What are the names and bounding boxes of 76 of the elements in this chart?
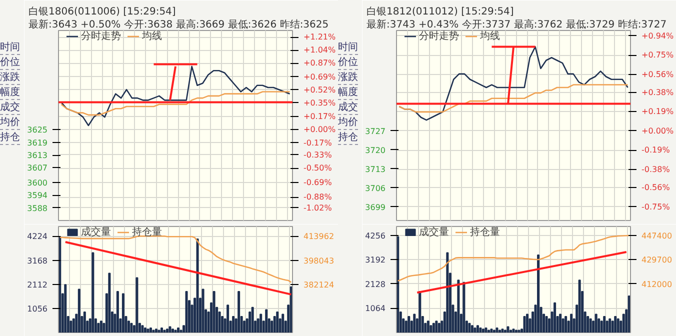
y-tick-label: 3727 (365, 126, 386, 136)
chart-title: 白银1806(011006) [15:29:54] (28, 6, 176, 18)
text: 持仓 (0, 130, 20, 145)
text: 涨跌 (0, 70, 20, 85)
y2-tick-label: 447400 (642, 231, 672, 240)
text: 涨跌 (338, 70, 358, 85)
y-tick-label: 3594 (27, 191, 48, 200)
legend-label: 持仓量 (132, 226, 162, 239)
y2-tick-label: +0.17% (304, 112, 336, 122)
y2-tick-label: 382124 (304, 280, 334, 290)
y-tick-label: 3713 (365, 164, 386, 174)
text: 幅度 (338, 85, 358, 100)
y-tick-label: 4256 (365, 231, 386, 240)
text: 均价 (338, 115, 358, 130)
y-tick-label: 3625 (27, 126, 48, 135)
text: 成交 (0, 100, 20, 115)
y2-tick-label: -0.56% (642, 183, 670, 192)
y2-tick-label: -0.88% (304, 192, 332, 202)
legend-label: 持仓量 (470, 226, 500, 239)
y-tick-label: 3192 (365, 256, 386, 265)
y2-tick-label: 413962 (304, 232, 334, 242)
text: 时间 (338, 40, 358, 55)
legend-label: 成交量 (419, 226, 449, 239)
y2-tick-label: -0.17% (304, 138, 332, 148)
y2-tick-label: -0.19% (642, 146, 670, 155)
legend-label: 分时走势 (81, 30, 121, 43)
y2-tick-label: +0.94% (642, 31, 674, 40)
y-tick-label: 3613 (27, 151, 48, 160)
y2-tick-label: +0.56% (642, 70, 674, 79)
text: 成交 (338, 100, 358, 115)
y2-tick-label: +0.35% (304, 98, 336, 108)
text: 价位 (0, 55, 20, 70)
y2-tick-label: -0.38% (642, 164, 670, 174)
y-tick-label: 3720 (365, 146, 386, 155)
chart-subtitle: 最新:3743 +0.43% 今开:3737 最高:3762 最低:3729 昨结:3727 (366, 18, 667, 30)
legend-label: 均线 (480, 30, 500, 43)
y-tick-label: 3607 (27, 164, 48, 173)
y2-tick-label: 429700 (642, 256, 672, 265)
y2-tick-label: +0.19% (642, 107, 674, 116)
legend-label: 分时走势 (419, 30, 459, 43)
text: 均价 (0, 115, 20, 130)
y2-tick-label: +0.52% (304, 85, 336, 94)
y2-tick-label: +0.00% (642, 126, 674, 136)
y-tick-label: 3619 (27, 138, 48, 148)
y2-tick-label: +0.00% (304, 125, 336, 134)
y2-tick-label: -0.75% (642, 202, 670, 212)
text: 幅度 (0, 85, 20, 100)
legend-label: 均线 (142, 30, 162, 43)
y2-tick-label: +0.69% (304, 72, 336, 82)
y-tick-label: 3600 (27, 178, 48, 188)
y2-tick-label: -1.02% (304, 203, 332, 212)
y2-tick-label: +0.38% (642, 88, 674, 98)
y2-tick-label: +1.21% (304, 32, 336, 42)
legend-label: 成交量 (81, 226, 111, 239)
y-tick-label: 2112 (27, 280, 48, 290)
y2-tick-label: +0.87% (304, 58, 336, 68)
y-tick-label: 2128 (365, 280, 386, 289)
text: 时间 (0, 40, 20, 55)
chart-subtitle: 最新:3643 +0.50% 今开:3638 最高:3669 最低:3626 昨结:3625 (28, 18, 329, 30)
y2-tick-label: +1.04% (304, 46, 336, 55)
y-tick-label: 3699 (365, 202, 386, 212)
y2-tick-label: -0.69% (304, 178, 332, 188)
y-tick-label: 4224 (27, 232, 48, 242)
y-tick-label: 3588 (27, 204, 48, 213)
chart-title: 白银1812(011012) [15:29:54] (366, 6, 514, 18)
y2-tick-label: 398043 (304, 256, 334, 266)
y-tick-label: 1056 (27, 304, 48, 314)
y2-tick-label: 412000 (642, 280, 672, 289)
y2-tick-label: -0.33% (304, 150, 332, 160)
text: 价位 (338, 55, 358, 70)
y2-tick-label: -0.50% (304, 164, 332, 173)
y2-tick-label: +0.75% (642, 50, 674, 60)
y-tick-label: 3168 (27, 256, 48, 266)
y-tick-label: 1064 (365, 304, 386, 314)
y-tick-label: 3706 (365, 184, 386, 193)
text: 持仓 (338, 130, 358, 145)
